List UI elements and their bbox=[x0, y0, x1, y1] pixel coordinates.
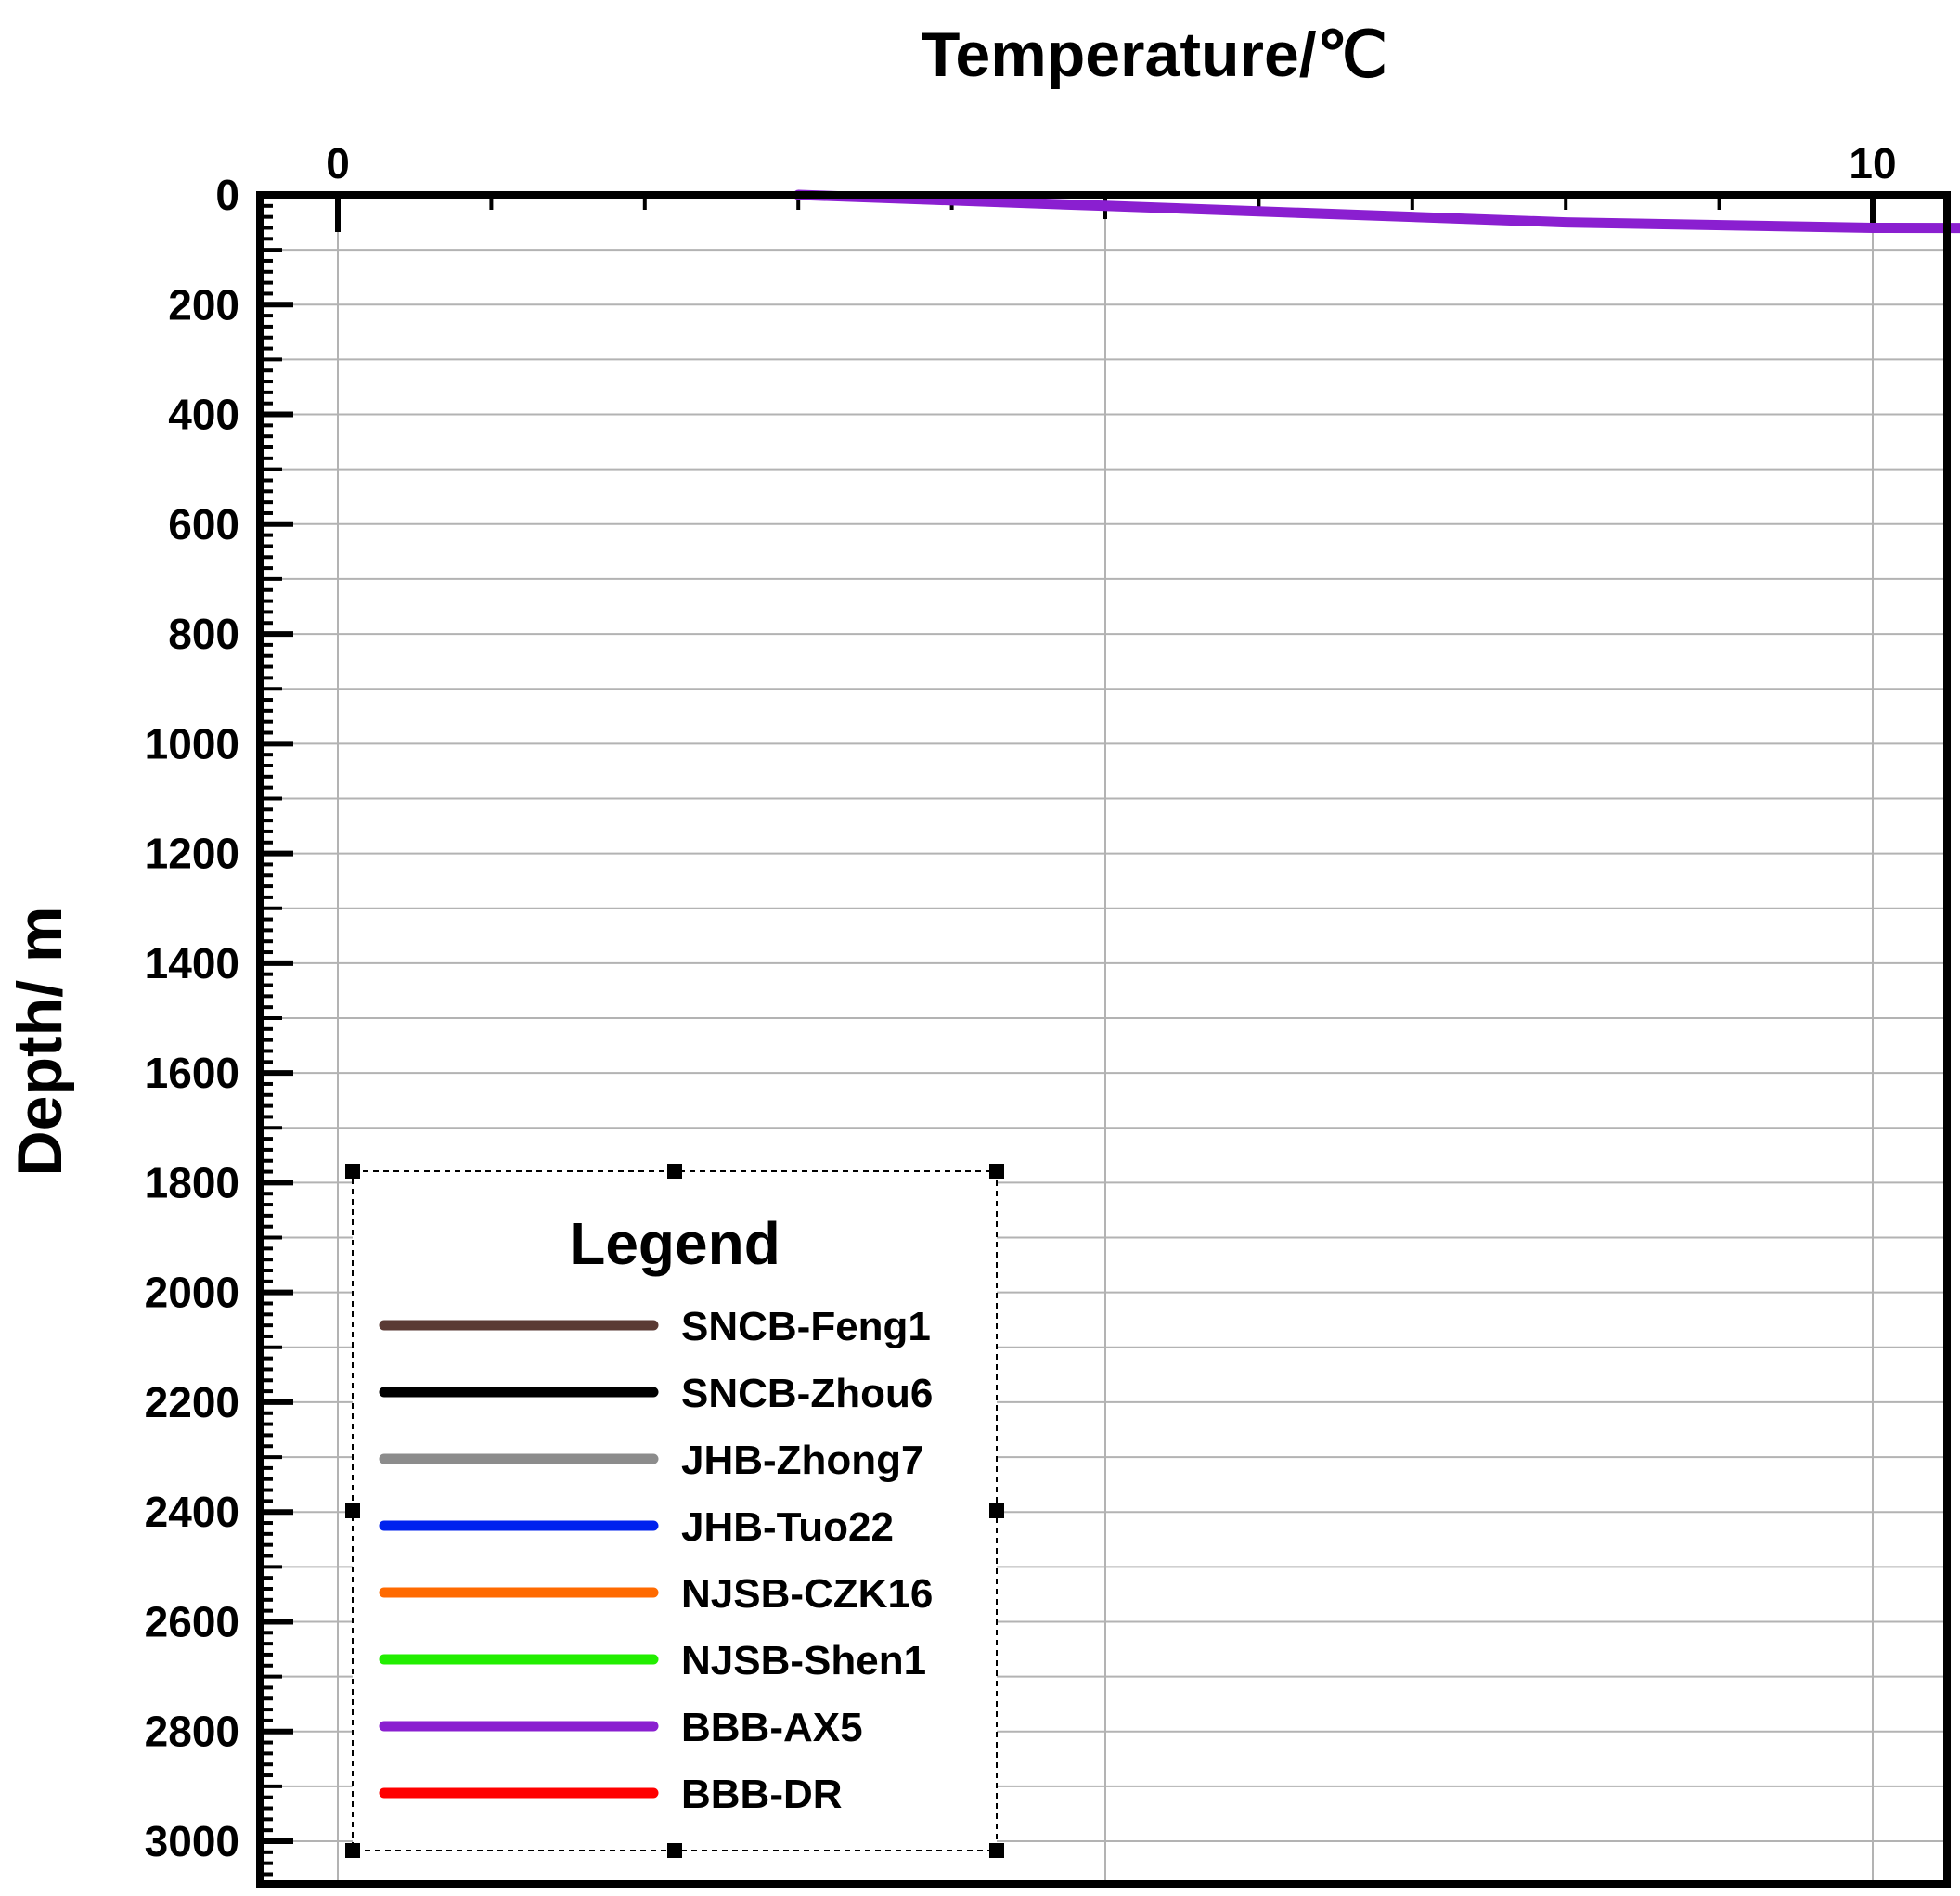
y-tick-label: 400 bbox=[168, 391, 239, 439]
y-tick-label: 1600 bbox=[145, 1049, 239, 1097]
x-tick-label: 0 bbox=[326, 139, 350, 187]
legend-handle bbox=[989, 1843, 1004, 1858]
x-tick-labels: 0102030405060708090100 bbox=[326, 139, 1896, 187]
plot-frame bbox=[256, 191, 1951, 1888]
y-tick-label: 2400 bbox=[145, 1488, 239, 1536]
y-tick-label: 1400 bbox=[145, 939, 239, 987]
y-tick-label: 2000 bbox=[145, 1269, 239, 1317]
legend-handle bbox=[345, 1843, 360, 1858]
y-tick-labels: 0 200 400 600 800 1000 1200 1400 1600 1800 2000 220… bbox=[145, 171, 239, 1865]
legend-label: JHB-Zhong7 bbox=[681, 1438, 924, 1483]
y-tick-label: 1800 bbox=[145, 1158, 239, 1206]
grid-lines bbox=[260, 195, 1947, 1884]
y-tick-label: 200 bbox=[168, 280, 239, 329]
series-line-bbb-ax5 bbox=[793, 189, 1960, 234]
legend-handle bbox=[667, 1843, 682, 1858]
legend-selection-handles bbox=[345, 1164, 1004, 1858]
legend-items: SNCB-Feng1 SNCB-Zhou6 JHB-Zhong7 JHB-Tuo22 N… bbox=[379, 1304, 933, 1817]
legend-box bbox=[352, 1170, 998, 1851]
y-tick-label: 2800 bbox=[145, 1708, 239, 1756]
legend-handle bbox=[989, 1164, 1004, 1179]
x-tick-label: 10 bbox=[1849, 139, 1896, 187]
legend-handle bbox=[989, 1503, 1004, 1518]
legend-label: JHB-Tuo22 bbox=[681, 1504, 894, 1550]
legend-label: BBB-DR bbox=[681, 1772, 843, 1817]
y-tick-label: 600 bbox=[168, 500, 239, 548]
y-axis-title: Depth/ m bbox=[5, 907, 75, 1177]
legend-handle bbox=[345, 1164, 360, 1179]
legend-label: NJSB-CZK16 bbox=[681, 1571, 933, 1617]
legend: Legend SNCB-Feng1 SNCB-Zhou6 JHB-Zhong7 JHB… bbox=[345, 1164, 1004, 1858]
y-tick-label: 1200 bbox=[145, 830, 239, 878]
legend-handle bbox=[667, 1164, 682, 1179]
y-tick-label: 3000 bbox=[145, 1817, 239, 1865]
legend-title: Legend bbox=[569, 1210, 780, 1277]
y-tick-label: 1000 bbox=[145, 719, 239, 767]
y-tick-label: 0 bbox=[215, 171, 239, 219]
legend-label: SNCB-Feng1 bbox=[681, 1304, 931, 1349]
legend-handle bbox=[345, 1503, 360, 1518]
legend-label: SNCB-Zhou6 bbox=[681, 1371, 933, 1416]
y-tick-label: 800 bbox=[168, 610, 239, 658]
y-tick-label: 2600 bbox=[145, 1597, 239, 1645]
x-axis-title: Temperature/℃ bbox=[922, 19, 1387, 90]
legend-label: NJSB-Shen1 bbox=[681, 1638, 926, 1683]
y-tick-label: 2200 bbox=[145, 1378, 239, 1426]
legend-label: BBB-AX5 bbox=[681, 1705, 863, 1750]
